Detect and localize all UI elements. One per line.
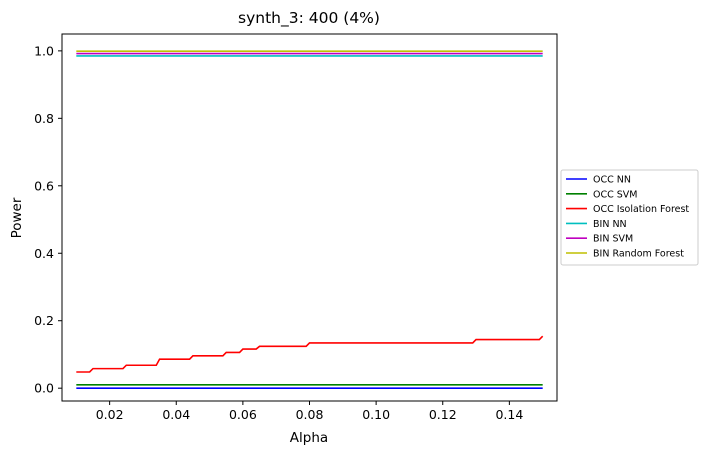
y-tick-label: 0.2 xyxy=(34,313,54,328)
x-tick-label: 0.06 xyxy=(229,407,257,422)
y-axis-ticks: 0.0 0.2 0.4 0.6 0.8 1.0 xyxy=(34,43,62,396)
x-tick-label: 0.12 xyxy=(429,407,457,422)
plot-frame xyxy=(61,33,558,402)
x-tick-label: 0.10 xyxy=(362,407,390,422)
legend-label-bin-nn: BIN NN xyxy=(593,219,627,230)
x-axis-label: Alpha xyxy=(290,430,328,446)
x-axis-ticks: 0.02 0.04 0.06 0.08 0.10 0.12 0.14 xyxy=(96,401,523,422)
x-tick-label: 0.04 xyxy=(162,407,190,422)
y-tick-label: 1.0 xyxy=(34,43,54,58)
legend-items: OCC NN OCC SVM OCC Isolation Forest BIN NN B… xyxy=(566,175,689,260)
series-line-occ-isolation-forest xyxy=(76,335,544,373)
x-tick-label: 0.02 xyxy=(96,407,124,422)
y-tick-label: 0.0 xyxy=(34,381,54,396)
y-tick-label: 0.6 xyxy=(34,178,54,193)
chart-title: synth_3: 400 (4%) xyxy=(238,9,380,28)
y-axis-label: Power xyxy=(9,197,25,238)
legend-label-occ-svm: OCC SVM xyxy=(593,189,638,200)
y-tick-label: 0.8 xyxy=(34,111,54,126)
legend-frame xyxy=(560,169,699,266)
legend-label-occ-nn: OCC NN xyxy=(593,175,631,186)
series-layer xyxy=(76,50,544,389)
legend: OCC NN OCC SVM OCC Isolation Forest BIN NN B… xyxy=(560,169,699,266)
legend-label-occ-isolation-forest: OCC Isolation Forest xyxy=(593,204,689,215)
plot-area xyxy=(61,33,558,402)
legend-label-bin-random-forest: BIN Random Forest xyxy=(593,249,684,260)
legend-label-bin-svm: BIN SVM xyxy=(593,234,633,245)
x-tick-label: 0.08 xyxy=(296,407,324,422)
x-tick-label: 0.14 xyxy=(495,407,523,422)
y-tick-label: 0.4 xyxy=(34,246,54,261)
